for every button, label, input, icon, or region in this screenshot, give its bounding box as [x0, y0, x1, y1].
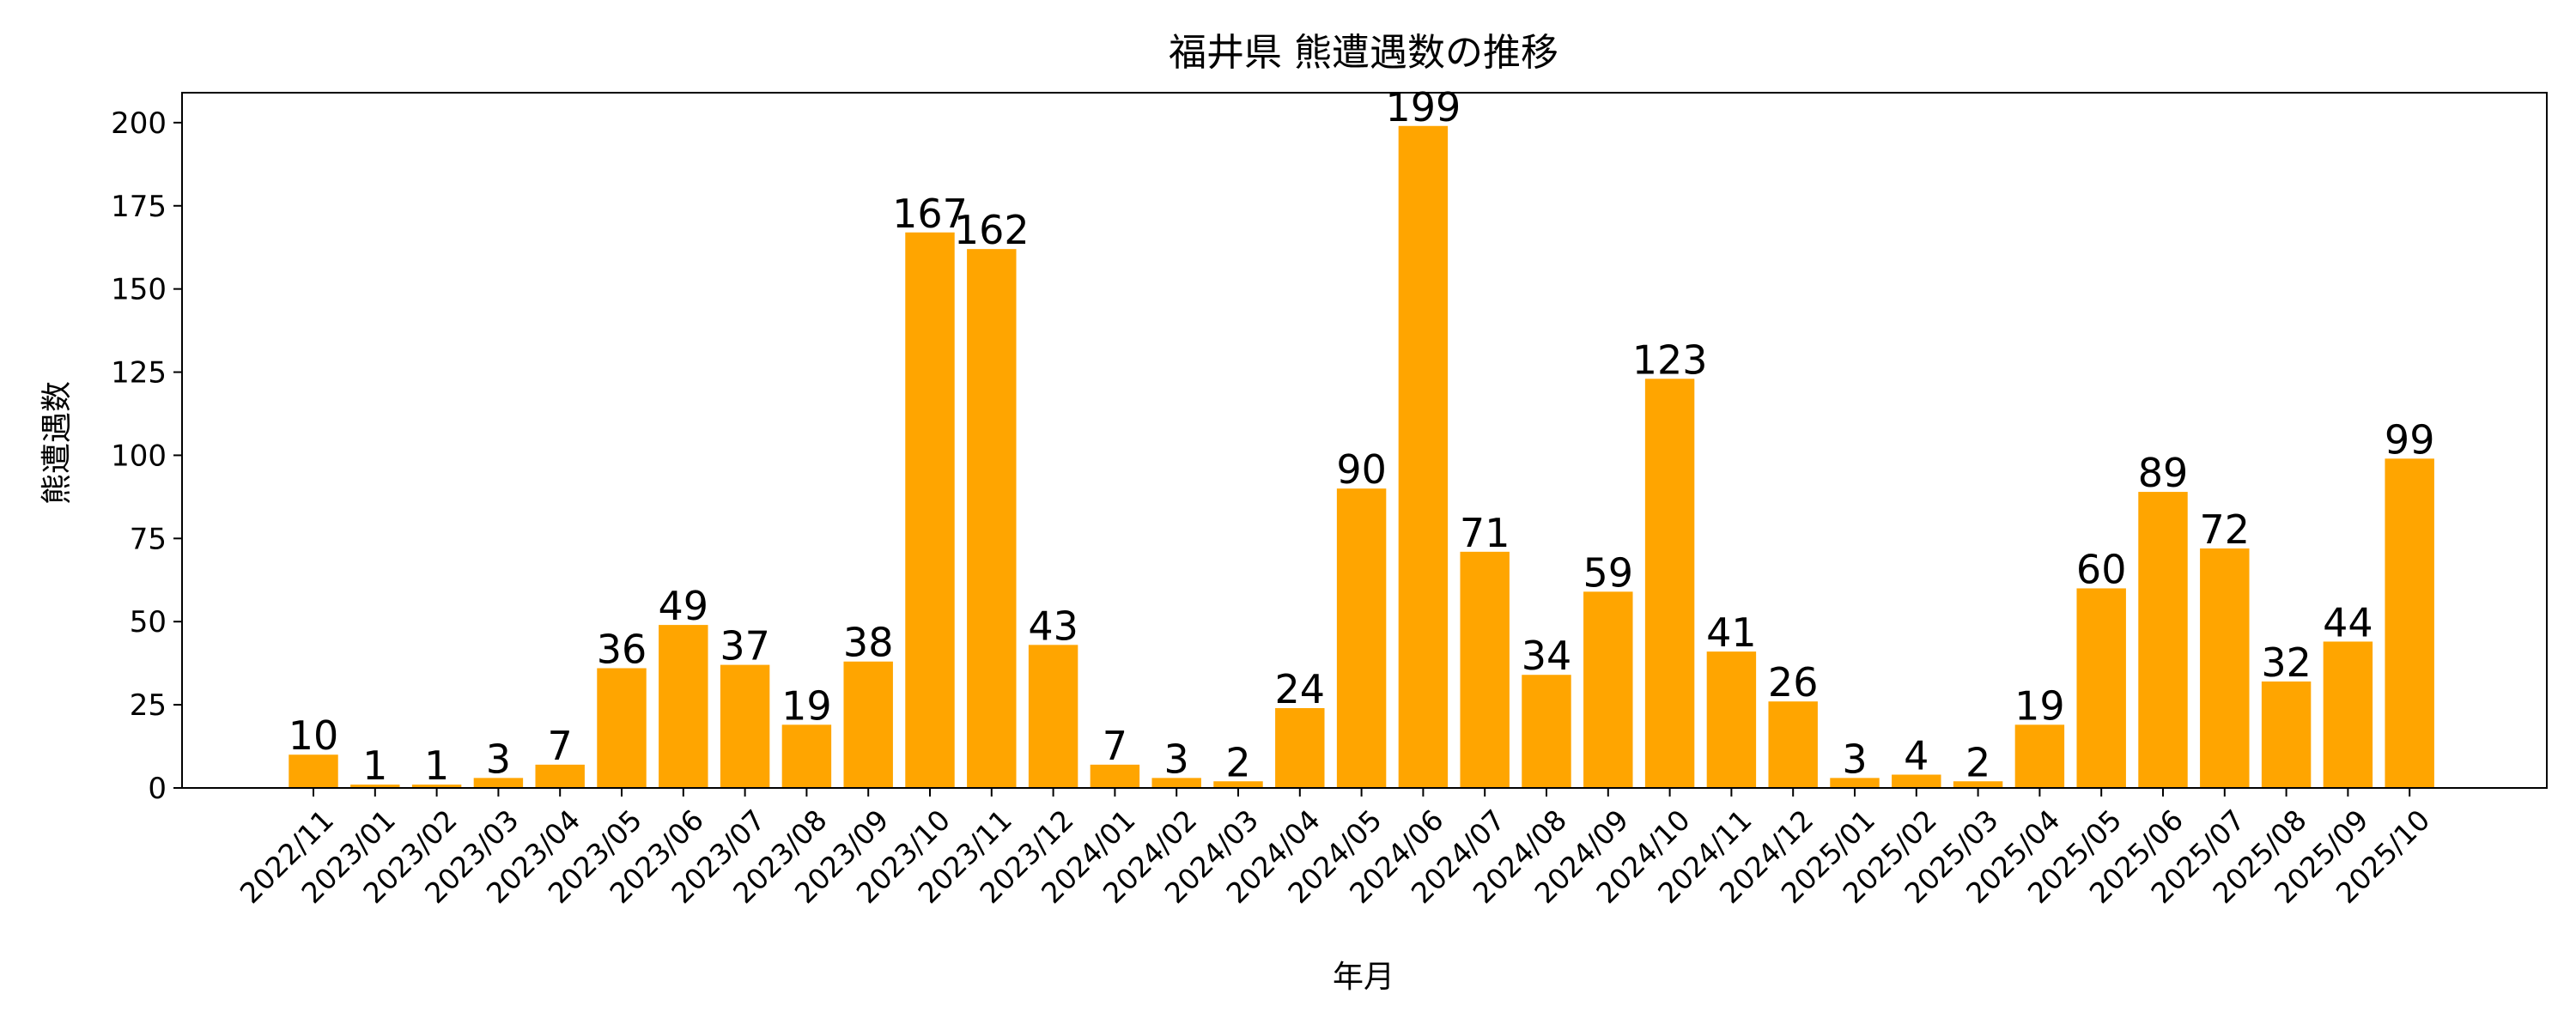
data-label: 3	[1842, 736, 1867, 782]
bar	[289, 754, 338, 788]
bar	[2200, 548, 2250, 788]
bar	[2014, 724, 2065, 788]
y-tick-label: 150	[111, 273, 167, 307]
data-label: 32	[2261, 639, 2312, 686]
bar	[2076, 588, 2126, 788]
data-label: 123	[1632, 336, 1708, 383]
bar	[1213, 781, 1263, 788]
bar	[781, 724, 832, 788]
data-label: 37	[720, 623, 770, 670]
x-axis-label: 年月	[1333, 960, 1394, 995]
data-label: 10	[289, 712, 339, 759]
data-label: 19	[781, 682, 832, 729]
bar	[1768, 701, 1818, 788]
data-label: 36	[597, 626, 647, 672]
bar	[2261, 681, 2312, 788]
y-tick-label: 50	[130, 605, 167, 639]
data-label: 167	[892, 191, 968, 237]
y-tick-label: 25	[130, 688, 167, 723]
data-label: 90	[1336, 446, 1387, 493]
bar	[1460, 551, 1510, 788]
bar	[2138, 492, 2188, 788]
bar	[411, 785, 462, 788]
data-label: 199	[1385, 84, 1461, 130]
data-label: 1	[362, 742, 387, 789]
data-label: 2	[1225, 739, 1250, 785]
bar	[535, 764, 585, 788]
bar	[1892, 774, 1941, 788]
bar	[843, 661, 893, 788]
bar	[597, 668, 647, 788]
data-label: 7	[1103, 723, 1127, 769]
y-tick-label: 75	[130, 522, 167, 556]
data-label: 3	[1164, 736, 1189, 782]
y-tick-label: 100	[111, 439, 167, 473]
plot-area: 102022/1112023/0112023/0232023/0372023/0…	[111, 84, 2548, 910]
bar	[350, 785, 400, 788]
data-label: 59	[1583, 549, 1634, 596]
bar	[1706, 651, 1757, 788]
bar	[1028, 645, 1078, 788]
bar	[1953, 781, 2003, 788]
bar	[1644, 379, 1695, 788]
data-label: 7	[548, 723, 573, 769]
chart-title: 福井県 熊遭遇数の推移	[1169, 31, 1558, 75]
data-label: 34	[1522, 633, 1572, 679]
bar	[720, 664, 770, 788]
data-label: 41	[1706, 609, 1757, 656]
data-label: 43	[1028, 603, 1078, 649]
data-label: 71	[1460, 510, 1510, 556]
y-tick-label: 125	[111, 356, 167, 391]
data-label: 60	[2076, 546, 2127, 592]
bar	[905, 232, 955, 788]
y-tick-label: 0	[148, 772, 167, 806]
data-label: 49	[659, 583, 709, 629]
data-label: 26	[1768, 659, 1819, 706]
bar	[1398, 125, 1449, 788]
bar	[1583, 591, 1633, 788]
bar	[2323, 641, 2373, 788]
data-label: 89	[2138, 450, 2189, 496]
data-label: 2	[1965, 739, 1990, 785]
data-label: 99	[2385, 416, 2435, 463]
y-tick-label: 200	[111, 106, 167, 141]
data-label: 44	[2323, 599, 2373, 645]
bar	[967, 249, 1017, 788]
bar	[1522, 675, 1571, 788]
data-label: 72	[2200, 506, 2251, 553]
data-label: 4	[1904, 733, 1929, 779]
y-axis-label: 熊遭遇数	[39, 381, 75, 505]
y-tick-label: 175	[111, 190, 167, 224]
data-label: 3	[486, 736, 511, 782]
bar	[1090, 764, 1140, 788]
bar	[659, 625, 708, 788]
data-label: 1	[424, 742, 449, 789]
bar	[473, 778, 524, 788]
plot-frame	[181, 92, 2548, 789]
bar	[1151, 778, 1201, 788]
bar	[1336, 488, 1387, 788]
data-label: 38	[843, 620, 894, 666]
data-label: 19	[2014, 682, 2065, 729]
data-label: 162	[954, 207, 1030, 253]
bar	[1830, 778, 1880, 788]
data-label: 24	[1275, 666, 1326, 712]
bar	[1275, 707, 1325, 788]
bar	[2385, 458, 2434, 788]
